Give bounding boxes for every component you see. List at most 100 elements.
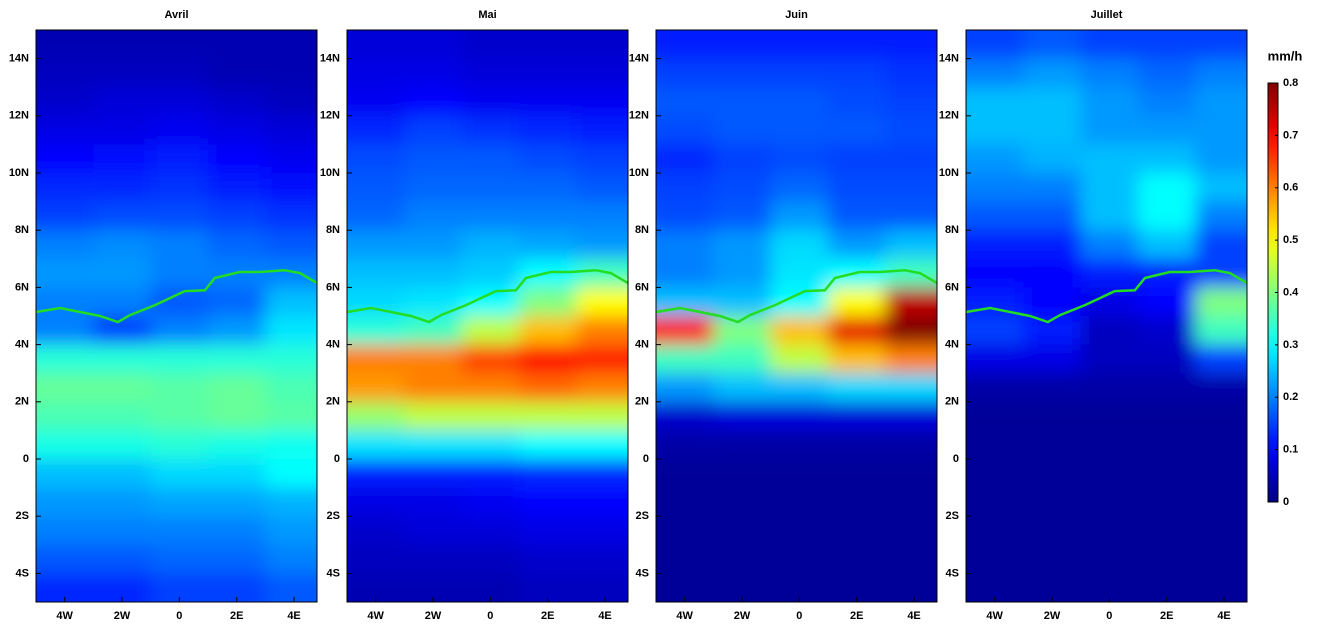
heatmap-cell [576,573,628,602]
heatmap-cell [1080,487,1139,517]
heatmap-cell [1195,344,1247,374]
y-tick-label: 2N [326,396,340,408]
heatmap-cell [347,373,405,403]
heatmap-cell [885,287,937,317]
heatmap-cell [713,144,772,174]
heatmap-cell [404,287,463,317]
heatmap [347,30,628,602]
colorbar-tick-label: 0.8 [1283,77,1298,89]
heatmap-cell [1138,173,1196,203]
heatmap-cell [966,487,1024,517]
y-tick-label: 8N [945,224,959,236]
heatmap-cell [1080,430,1139,460]
colorbar-tick-label: 0.5 [1283,234,1298,246]
heatmap-cell [208,316,266,346]
heatmap-cell [93,58,152,88]
y-tick-label: 4N [945,339,959,351]
heatmap-cell [966,573,1024,602]
heatmap-cell [1023,144,1082,174]
heatmap-cell [36,430,94,460]
heatmap-cell [966,401,1024,431]
heatmap-cell [576,115,628,145]
heatmap-cell [656,58,714,88]
heatmap-cell [404,230,463,260]
heatmap-cell [1195,459,1247,489]
heatmap-cell [404,544,463,574]
heatmap-cell [656,573,714,602]
heatmap-cell [265,287,317,317]
heatmap-cell [966,544,1024,574]
heatmap-cell [461,87,520,117]
heatmap-cell [1023,173,1082,203]
y-tick-label: 12N [629,110,649,122]
heatmap-cell [519,430,577,460]
heatmap-cell [1138,430,1196,460]
heatmap-cell [461,459,520,489]
y-tick-label: 4S [16,567,29,579]
heatmap-cell [576,401,628,431]
heatmap-cell [1023,30,1082,60]
heatmap-cell [885,201,937,231]
heatmap-cell [36,459,94,489]
heatmap-cell [1080,516,1139,546]
heatmap-cell [656,401,714,431]
heatmap-cell [404,401,463,431]
heatmap-cell [208,401,266,431]
heatmap-cell [576,459,628,489]
heatmap-cell [1023,516,1082,546]
heatmap-cell [828,344,886,374]
heatmap-cell [461,430,520,460]
heatmap-cell [1195,115,1247,145]
heatmap-cell [770,258,829,288]
heatmap-cell [519,487,577,517]
heatmap-cell [347,316,405,346]
heatmap-cell [966,173,1024,203]
heatmap-cell [713,459,772,489]
heatmap-cell [576,373,628,403]
x-tick-label: 0 [796,610,802,622]
heatmap-cell [1195,401,1247,431]
plot-frame [35,29,318,603]
heatmap-cell [1195,316,1247,346]
x-tick-label: 2E [1160,610,1173,622]
heatmap-cell [576,258,628,288]
heatmap-cell [1195,487,1247,517]
y-tick-label: 0 [953,453,959,465]
heatmap-cell [576,58,628,88]
heatmap-cell [885,401,937,431]
heatmap-cell [150,230,209,260]
heatmap-cell [1023,230,1082,260]
colorbar-tick-label: 0.6 [1283,182,1298,194]
panel-title: Avril [164,9,188,21]
heatmap [656,30,937,602]
heatmap-cell [36,316,94,346]
heatmap-cell [265,430,317,460]
x-tick-label: 0 [176,610,182,622]
heatmap-cell [461,30,520,60]
y-tick-label: 0 [643,453,649,465]
heatmap-cell [461,344,520,374]
heatmap-cell [656,144,714,174]
x-tick-label: 4W [676,610,693,622]
heatmap-cell [93,487,152,517]
heatmap-cell [576,316,628,346]
y-tick-label: 14N [939,53,959,65]
heatmap-cell [519,316,577,346]
heatmap-cell [1138,201,1196,231]
heatmap-cell [265,544,317,574]
heatmap-cell [461,258,520,288]
heatmap-cell [265,87,317,117]
heatmap-cell [208,373,266,403]
heatmap-cell [1195,516,1247,546]
y-tick-label: 12N [9,110,29,122]
heatmap-cell [93,373,152,403]
heatmap-cell [1138,487,1196,517]
heatmap-cell [404,201,463,231]
heatmap-cell [404,373,463,403]
heatmap-cell [1080,373,1139,403]
heatmap-cell [404,516,463,546]
heatmap-cell [1080,401,1139,431]
heatmap-cell [966,230,1024,260]
panel [656,30,937,602]
heatmap-cell [770,201,829,231]
